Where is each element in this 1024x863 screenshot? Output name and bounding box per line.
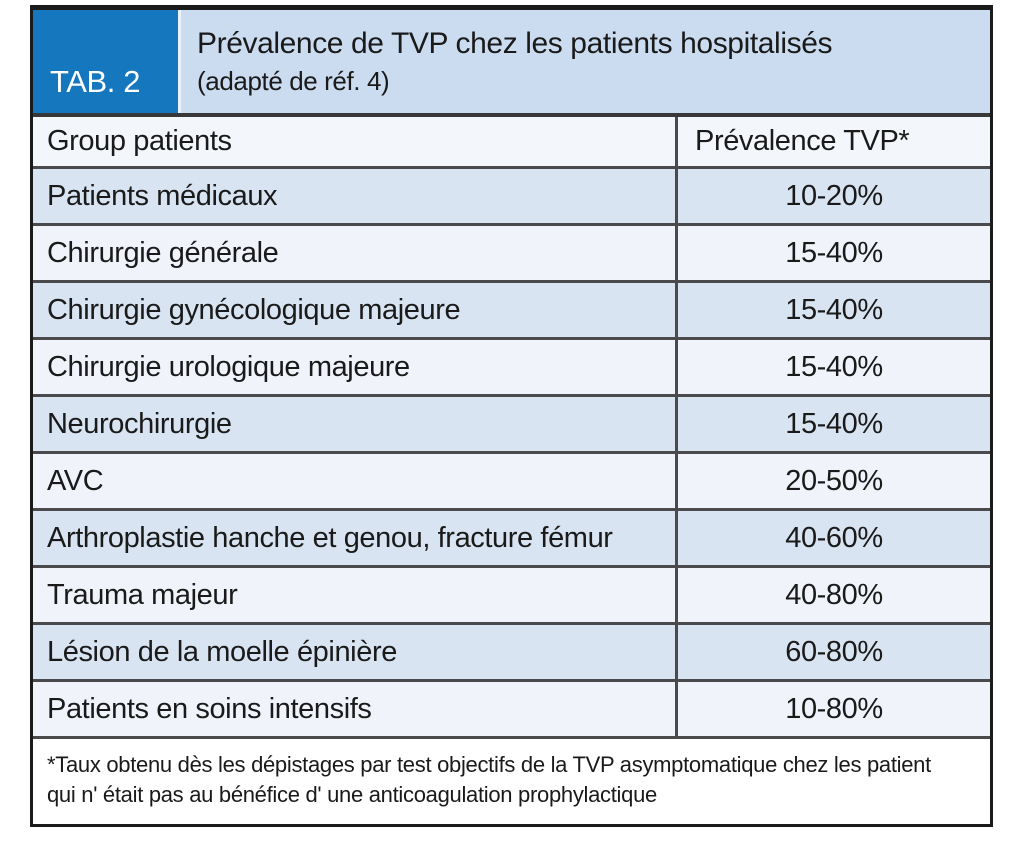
- row-prevalence-value: 15-40%: [675, 340, 990, 394]
- table-title-area: Prévalence de TVP chez les patients hosp…: [181, 10, 990, 113]
- row-group-label: Lésion de la moelle épinière: [47, 635, 397, 668]
- table-row: AVC 20-50%: [33, 454, 990, 511]
- row-group-label: Chirurgie urologique majeure: [47, 350, 410, 383]
- row-prevalence-value: 10-20%: [675, 169, 990, 223]
- row-group-label: AVC: [47, 464, 104, 497]
- table-row: Lésion de la moelle épinière 60-80%: [33, 625, 990, 682]
- row-group-label: Patients en soins intensifs: [47, 692, 372, 725]
- row-prevalence-value: 10-80%: [675, 682, 990, 736]
- row-group-label: Chirurgie générale: [47, 236, 279, 269]
- row-prevalence-value: 60-80%: [675, 625, 990, 679]
- table-tag-label: TAB. 2: [50, 64, 141, 99]
- table-row: Chirurgie urologique majeure 15-40%: [33, 340, 990, 397]
- row-group-label: Patients médicaux: [47, 179, 278, 212]
- row-group-label: Chirurgie gynécologique majeure: [47, 293, 461, 326]
- row-prevalence-value: 15-40%: [675, 226, 990, 280]
- column-header-prevalence: Prévalence TVP*: [675, 117, 990, 166]
- table-row: Patients médicaux 10-20%: [33, 169, 990, 226]
- table-subtitle: (adapté de réf. 4): [197, 65, 390, 96]
- row-group-label: Trauma majeur: [47, 578, 238, 611]
- column-header-row: Group patients Prévalence TVP*: [33, 117, 990, 169]
- column-header-group: Group patients: [47, 125, 232, 157]
- row-prevalence-value: 15-40%: [675, 283, 990, 337]
- row-group-label: Neurochirurgie: [47, 407, 232, 440]
- table-row: Patients en soins intensifs 10-80%: [33, 682, 990, 739]
- table-row: Chirurgie gynécologique majeure 15-40%: [33, 283, 990, 340]
- table-tag-box: TAB. 2: [33, 10, 181, 113]
- row-prevalence-value: 20-50%: [675, 454, 990, 508]
- table-footnote: *Taux obtenu dès les dépistages par test…: [33, 739, 990, 824]
- prevalence-table: TAB. 2 Prévalence de TVP chez les patien…: [30, 5, 993, 827]
- footnote-line-1: *Taux obtenu dès les dépistages par test…: [47, 752, 931, 777]
- table-row: Neurochirurgie 15-40%: [33, 397, 990, 454]
- row-group-label: Arthroplastie hanche et genou, fracture …: [47, 521, 613, 554]
- table-row: Trauma majeur 40-80%: [33, 568, 990, 625]
- row-prevalence-value: 40-80%: [675, 568, 990, 622]
- table-row: Chirurgie générale 15-40%: [33, 226, 990, 283]
- table-title: Prévalence de TVP chez les patients hosp…: [197, 26, 833, 60]
- row-prevalence-value: 15-40%: [675, 397, 990, 451]
- table-body: Patients médicaux 10-20% Chirurgie général…: [33, 169, 990, 739]
- table-row: Arthroplastie hanche et genou, fracture …: [33, 511, 990, 568]
- row-prevalence-value: 40-60%: [675, 511, 990, 565]
- footnote-line-2: qui n' était pas au bénéfice d' une anti…: [47, 782, 657, 808]
- table-header-band: TAB. 2 Prévalence de TVP chez les patien…: [33, 10, 990, 117]
